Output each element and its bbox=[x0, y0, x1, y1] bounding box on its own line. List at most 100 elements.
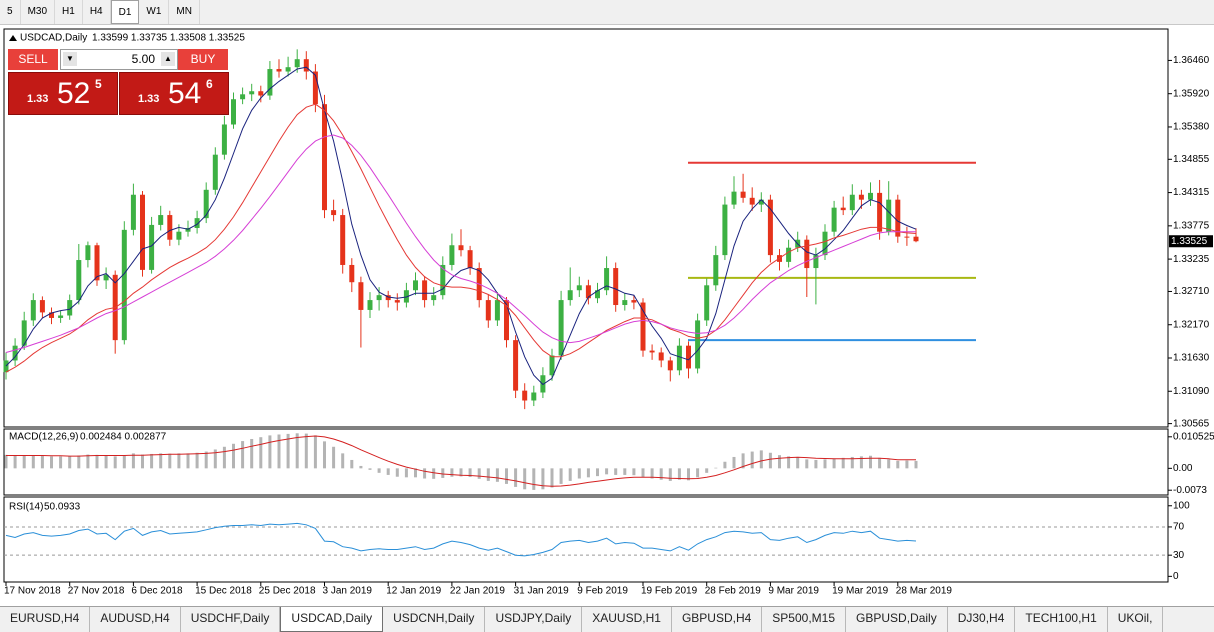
candle-body bbox=[622, 300, 628, 306]
macd-bar bbox=[750, 451, 754, 469]
chart-tab[interactable]: SP500,M15 bbox=[762, 607, 847, 632]
candle-body bbox=[686, 345, 691, 369]
lot-input[interactable]: ▼ 5.00 ▲ bbox=[60, 49, 178, 70]
candle-body bbox=[39, 300, 45, 313]
chart-tab[interactable]: TECH100,H1 bbox=[1015, 607, 1108, 632]
chart-tab[interactable]: USDCAD,Daily bbox=[280, 607, 384, 632]
macd-bar bbox=[104, 455, 108, 469]
macd-bar bbox=[768, 452, 772, 469]
macd-bar bbox=[50, 456, 53, 469]
macd-bar bbox=[77, 455, 81, 469]
candle-body bbox=[267, 69, 273, 96]
macd-bar bbox=[887, 459, 891, 469]
collapse-icon[interactable] bbox=[9, 35, 17, 41]
x-tick-label: 19 Feb 2019 bbox=[641, 586, 698, 597]
candle-body bbox=[21, 320, 27, 346]
macd-bar bbox=[168, 453, 172, 469]
lot-down[interactable]: ▼ bbox=[63, 52, 77, 66]
candle-body bbox=[758, 199, 764, 205]
macd-bar bbox=[468, 468, 472, 478]
macd-title: MACD(12,26,9) bbox=[9, 432, 78, 443]
timeframe-button[interactable]: MN bbox=[169, 0, 200, 24]
candle-body bbox=[185, 228, 191, 232]
timeframe-button[interactable]: D1 bbox=[110, 0, 140, 24]
macd-bar bbox=[459, 468, 463, 477]
buy-button[interactable]: BUY bbox=[178, 49, 228, 70]
bid-price[interactable]: 1.33 52 5 bbox=[8, 72, 118, 115]
price-pips: 52 bbox=[57, 77, 91, 110]
x-tick-label: 28 Mar 2019 bbox=[896, 586, 953, 597]
macd-bar bbox=[150, 453, 154, 469]
candle-body bbox=[440, 264, 446, 296]
candle-body bbox=[858, 194, 864, 200]
chart-tab[interactable]: USDCNH,Daily bbox=[383, 607, 486, 632]
timeframe-toolbar: 5 M30 H1 H4 D1 W1 MN bbox=[0, 0, 1214, 25]
macd-bar bbox=[623, 468, 627, 475]
candle-body bbox=[713, 255, 719, 286]
candle-body bbox=[604, 268, 610, 291]
chart-tab[interactable]: AUDUSD,H4 bbox=[90, 607, 181, 632]
candle-body bbox=[840, 207, 846, 211]
chart-tab[interactable]: EURUSD,H4 bbox=[0, 607, 91, 632]
macd-bar bbox=[577, 468, 581, 479]
macd-bar bbox=[605, 468, 609, 475]
candle-body bbox=[576, 285, 582, 291]
candle-body bbox=[513, 340, 519, 391]
macd-bar bbox=[687, 468, 690, 481]
candle-body bbox=[731, 191, 737, 205]
chart-tab[interactable]: GBPUSD,H4 bbox=[672, 607, 763, 632]
candle-body bbox=[877, 192, 883, 232]
chart-tab[interactable]: DJ30,H4 bbox=[948, 607, 1016, 632]
candle-body bbox=[431, 295, 437, 301]
candle-body bbox=[349, 264, 355, 283]
timeframe-button[interactable]: 5 bbox=[0, 0, 21, 24]
sell-button[interactable]: SELL bbox=[8, 49, 58, 70]
candle-body bbox=[749, 197, 755, 205]
candle-body bbox=[413, 280, 418, 291]
candle-body bbox=[904, 236, 910, 238]
y-tick-label: 1.35380 bbox=[1173, 122, 1210, 133]
y-tick-label: 1.33235 bbox=[1173, 254, 1210, 265]
candle-body bbox=[767, 199, 773, 256]
candle-body bbox=[130, 194, 136, 230]
ask-price[interactable]: 1.33 54 6 bbox=[119, 72, 229, 115]
macd-bar bbox=[541, 468, 545, 490]
timeframe-button[interactable]: W1 bbox=[139, 0, 170, 24]
timeframe-button[interactable]: H1 bbox=[55, 0, 83, 24]
chart-tab[interactable]: UKOil, bbox=[1108, 607, 1164, 632]
candle-body bbox=[385, 295, 391, 301]
timeframe-button[interactable]: H4 bbox=[83, 0, 111, 24]
chart-tab[interactable]: XAUUSD,H1 bbox=[582, 607, 672, 632]
macd-bar bbox=[723, 461, 727, 469]
moving-average bbox=[5, 66, 917, 386]
y-tick-label: 1.34855 bbox=[1173, 154, 1210, 165]
candle-body bbox=[449, 245, 455, 265]
x-tick-label: 25 Dec 2018 bbox=[259, 586, 316, 597]
macd-bar bbox=[113, 456, 117, 469]
y-tick-label: 100 bbox=[1173, 500, 1190, 511]
macd-bar bbox=[404, 468, 408, 478]
macd-bar bbox=[95, 454, 99, 469]
chart-tab[interactable]: USDCHF,Daily bbox=[181, 607, 281, 632]
y-tick-label: 1.31090 bbox=[1173, 386, 1210, 397]
y-tick-label: 0 bbox=[1173, 571, 1179, 582]
candle-body bbox=[403, 290, 409, 303]
chart-tab[interactable]: USDJPY,Daily bbox=[485, 607, 583, 632]
x-tick-label: 9 Mar 2019 bbox=[768, 586, 819, 597]
macd-bar bbox=[823, 459, 827, 469]
chart-tab[interactable]: GBPUSD,Daily bbox=[846, 607, 948, 632]
macd-bar bbox=[359, 465, 363, 469]
candle-body bbox=[676, 345, 682, 371]
macd-bar bbox=[441, 468, 445, 478]
y-tick-label: 1.35920 bbox=[1173, 88, 1210, 99]
macd-bar bbox=[86, 454, 90, 469]
candle-body bbox=[804, 239, 810, 269]
lot-up[interactable]: ▲ bbox=[161, 52, 175, 66]
timeframe-button[interactable]: M30 bbox=[21, 0, 56, 24]
macd-bar bbox=[286, 433, 290, 469]
last-price-label: 1.33525 bbox=[1171, 236, 1208, 247]
candle-body bbox=[367, 300, 373, 310]
macd-bar bbox=[486, 468, 490, 481]
macd-bar bbox=[395, 468, 399, 477]
x-tick-label: 28 Feb 2019 bbox=[705, 586, 762, 597]
